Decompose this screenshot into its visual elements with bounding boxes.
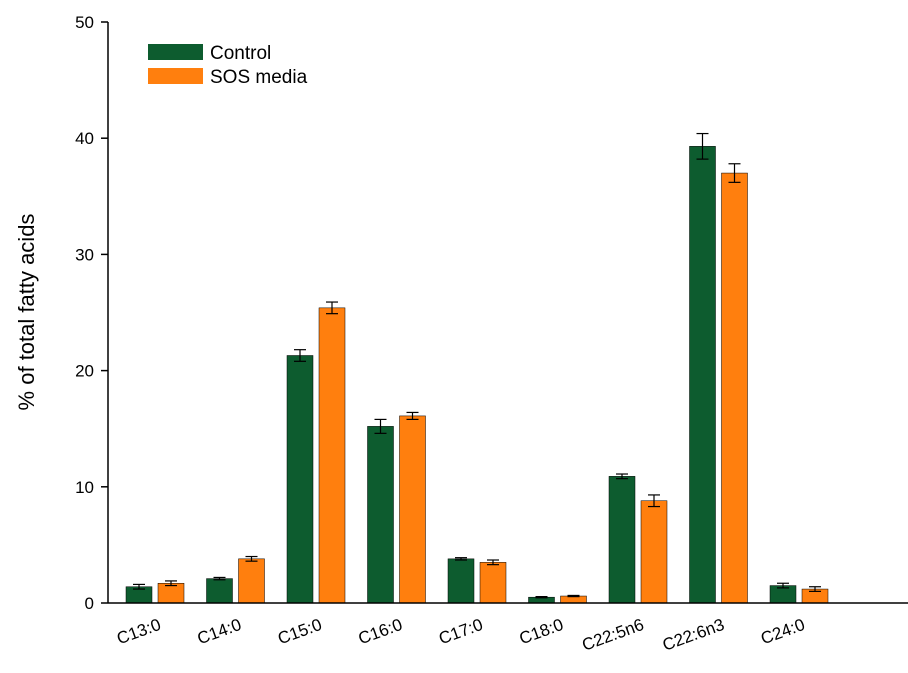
- error-bar: [777, 582, 789, 589]
- error-bar: [567, 594, 580, 598]
- error-bar: [133, 583, 145, 590]
- y-tick-label: 10: [75, 478, 94, 497]
- x-tick-label: C22:6n3: [660, 615, 727, 655]
- error-bar: [165, 580, 177, 587]
- error-bars-layer: [133, 132, 821, 599]
- error-bar: [487, 559, 499, 566]
- x-tick-label: C15:0: [275, 615, 324, 648]
- x-tick-label: C17:0: [436, 615, 485, 648]
- x-tick-label: C18:0: [517, 615, 566, 648]
- bar-sos-media-C13-0: [157, 582, 185, 604]
- error-bar: [728, 163, 741, 183]
- x-tick-label: C24:0: [758, 615, 807, 648]
- error-bar: [374, 418, 387, 434]
- bar-control-C16-0: [367, 426, 394, 604]
- x-tick-label: C16:0: [356, 615, 405, 648]
- error-bar: [213, 576, 226, 581]
- error-bar: [406, 411, 419, 421]
- bar-sos-media-C17-0: [479, 562, 507, 604]
- bar-sos-media-C15-0: [318, 307, 346, 604]
- legend-label: Control: [210, 43, 271, 64]
- x-tick-label: C14:0: [195, 615, 244, 648]
- legend-label: SOS media: [210, 67, 308, 88]
- y-tick-label: 40: [75, 129, 94, 148]
- bar-sos-media-C14-0: [238, 558, 265, 604]
- error-bar: [245, 555, 258, 562]
- error-bar: [535, 596, 548, 599]
- legend: Control SOS media: [148, 43, 308, 88]
- bar-control-C22-5n6: [608, 476, 636, 604]
- bar-sos-media-C22-6n3: [721, 172, 748, 604]
- bar-sos-media-C22-5n6: [640, 500, 668, 604]
- error-bar: [696, 132, 709, 160]
- bars-layer: [125, 146, 829, 604]
- bar-control-C22-6n3: [689, 146, 716, 604]
- y-tick-label: 0: [85, 594, 94, 613]
- y-axis-title: % of total fatty acids: [14, 214, 39, 411]
- bar-sos-media-C16-0: [399, 415, 426, 604]
- error-bar: [294, 349, 306, 362]
- bar-control-C17-0: [447, 558, 475, 604]
- y-tick-label: 50: [75, 13, 94, 32]
- axes-layer: 0 10 20 30 40 50 C13:0 C14:0 C15:0 C16:0 C17:0 C18:…: [75, 13, 908, 655]
- legend-swatch: [148, 44, 203, 60]
- legend-swatch: [148, 68, 203, 84]
- bar-control-C14-0: [206, 578, 233, 604]
- x-tick-label: C13:0: [114, 615, 163, 648]
- y-tick-label: 30: [75, 245, 94, 264]
- error-bar: [648, 494, 660, 508]
- error-bar: [809, 586, 821, 592]
- error-bar: [616, 473, 628, 480]
- error-bar: [455, 557, 467, 561]
- y-tick-label: 20: [75, 362, 94, 381]
- error-bar: [326, 301, 338, 315]
- bar-control-C15-0: [286, 355, 314, 604]
- x-tick-label: C22:5n6: [579, 615, 646, 655]
